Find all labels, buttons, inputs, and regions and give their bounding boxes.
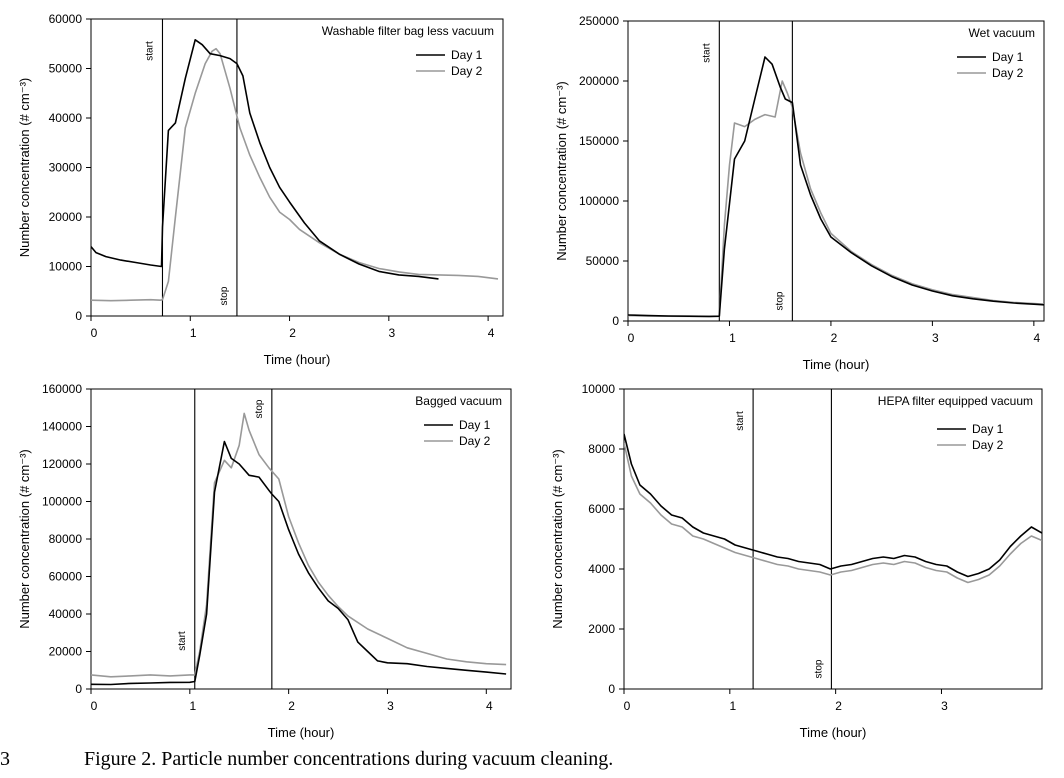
legend-label-day-1: Day 1 (972, 422, 1004, 436)
series-line-day-2 (624, 442, 1042, 584)
y-tick-label: 40000 (49, 607, 83, 621)
series-line-day-2 (91, 47, 499, 302)
x-tick-label: 2 (288, 699, 295, 713)
y-tick-label: 100000 (42, 495, 82, 509)
chart-title: Wet vacuum (969, 26, 1035, 40)
y-tick-label: 0 (75, 682, 82, 696)
figure-caption: Figure 2. Particle number concentrations… (84, 748, 614, 770)
x-tick-label: 1 (729, 331, 736, 345)
x-tick-label: 1 (729, 699, 736, 713)
x-tick-label: 3 (932, 331, 939, 345)
y-tick-label: 160000 (42, 382, 82, 396)
y-axis-label: Number concentration (# cm⁻³) (17, 78, 32, 258)
y-tick-label: 20000 (49, 210, 83, 224)
y-tick-label: 250000 (579, 14, 619, 28)
x-tick-label: 3 (388, 326, 395, 340)
y-tick-label: 4000 (588, 562, 615, 576)
legend-label-day-2: Day 2 (451, 64, 483, 78)
legend-label-day-1: Day 1 (451, 48, 483, 62)
x-tick-label: 0 (628, 331, 635, 345)
plot-frame (90, 388, 512, 690)
chart-panel-2: 0 50000 100000 150000 200000 250000 0 1 2 3 4 Time … (554, 14, 1045, 372)
figure-caption-block: 3 Figure 2. Particle number concentratio… (0, 746, 1064, 776)
y-tick-label: 200000 (579, 74, 619, 88)
y-axis-label: Number concentration (# cm⁻³) (554, 81, 569, 261)
y-tick-label: 30000 (49, 161, 83, 175)
y-tick-label: 50000 (586, 254, 620, 268)
y-tick-label: 0 (75, 309, 82, 323)
series-line-day-2 (91, 412, 507, 678)
x-tick-label: 4 (486, 699, 493, 713)
x-tick-label: 3 (941, 699, 948, 713)
legend-label-day-2: Day 2 (972, 438, 1004, 452)
event-label-start: start (144, 41, 155, 61)
event-label-start: start (735, 411, 746, 431)
series-line-day-1 (91, 38, 439, 280)
event-label-stop: stop (774, 291, 785, 310)
x-tick-label: 0 (624, 699, 631, 713)
y-tick-label: 120000 (42, 457, 82, 471)
y-tick-label: 80000 (49, 532, 83, 546)
caption-line-number: 3 (0, 748, 10, 770)
y-tick-label: 6000 (588, 502, 615, 516)
x-tick-label: 4 (488, 326, 495, 340)
event-label-stop: stop (813, 659, 824, 678)
chart-panel-1: 0 10000 20000 30000 40000 50000 60000 0 1 2 3 4 Time… (17, 12, 504, 367)
legend-label-day-2: Day 2 (459, 434, 491, 448)
legend-label-day-2: Day 2 (992, 66, 1024, 80)
series-line-day-1 (91, 440, 507, 686)
y-tick-label: 60000 (49, 12, 83, 26)
x-tick-label: 0 (91, 326, 98, 340)
x-axis-label: Time (hour) (264, 352, 331, 367)
y-tick-label: 8000 (588, 442, 615, 456)
x-tick-label: 0 (91, 699, 98, 713)
series-line-day-2 (628, 80, 1044, 318)
plot-frame (627, 20, 1045, 322)
x-tick-label: 2 (289, 326, 296, 340)
chart-panel-4: 0 2000 4000 6000 8000 10000 0 1 2 3 Time (hour) Num… (550, 382, 1043, 740)
series-line-day-1 (624, 433, 1042, 578)
x-axis-label: Time (hour) (800, 725, 867, 740)
plot-frame (623, 388, 1043, 690)
y-tick-label: 20000 (49, 645, 83, 659)
event-label-start: start (701, 43, 712, 63)
y-tick-label: 60000 (49, 570, 83, 584)
y-tick-label: 10000 (49, 260, 83, 274)
x-tick-label: 4 (1034, 331, 1041, 345)
y-axis-label: Number concentration (# cm⁻³) (17, 449, 32, 629)
chart-panel-3: 0 20000 40000 60000 80000 100000 120000 140000 1… (17, 382, 512, 740)
y-tick-label: 0 (608, 682, 615, 696)
y-tick-label: 50000 (49, 62, 83, 76)
event-label-stop: stop (219, 286, 230, 305)
event-label-stop: stop (254, 399, 265, 418)
x-tick-label: 1 (190, 326, 197, 340)
y-axis-label: Number concentration (# cm⁻³) (550, 449, 565, 629)
y-tick-label: 100000 (579, 194, 619, 208)
legend-label-day-1: Day 1 (992, 50, 1024, 64)
x-tick-label: 2 (831, 331, 838, 345)
y-tick-label: 10000 (582, 382, 616, 396)
x-tick-label: 2 (835, 699, 842, 713)
y-tick-label: 140000 (42, 420, 82, 434)
x-axis-label: Time (hour) (803, 357, 870, 372)
chart-title: HEPA filter equipped vacuum (878, 394, 1033, 408)
y-tick-label: 150000 (579, 134, 619, 148)
y-tick-label: 0 (612, 314, 619, 328)
chart-title: Washable filter bag less vacuum (322, 24, 494, 38)
series-line-day-1 (628, 56, 1044, 318)
event-label-start: start (177, 631, 188, 651)
legend-label-day-1: Day 1 (459, 418, 491, 432)
y-tick-label: 40000 (49, 111, 83, 125)
plot-frame (90, 18, 504, 317)
x-tick-label: 1 (189, 699, 196, 713)
y-tick-label: 2000 (588, 622, 615, 636)
x-axis-label: Time (hour) (268, 725, 335, 740)
chart-title: Bagged vacuum (415, 394, 502, 408)
x-tick-label: 3 (387, 699, 394, 713)
